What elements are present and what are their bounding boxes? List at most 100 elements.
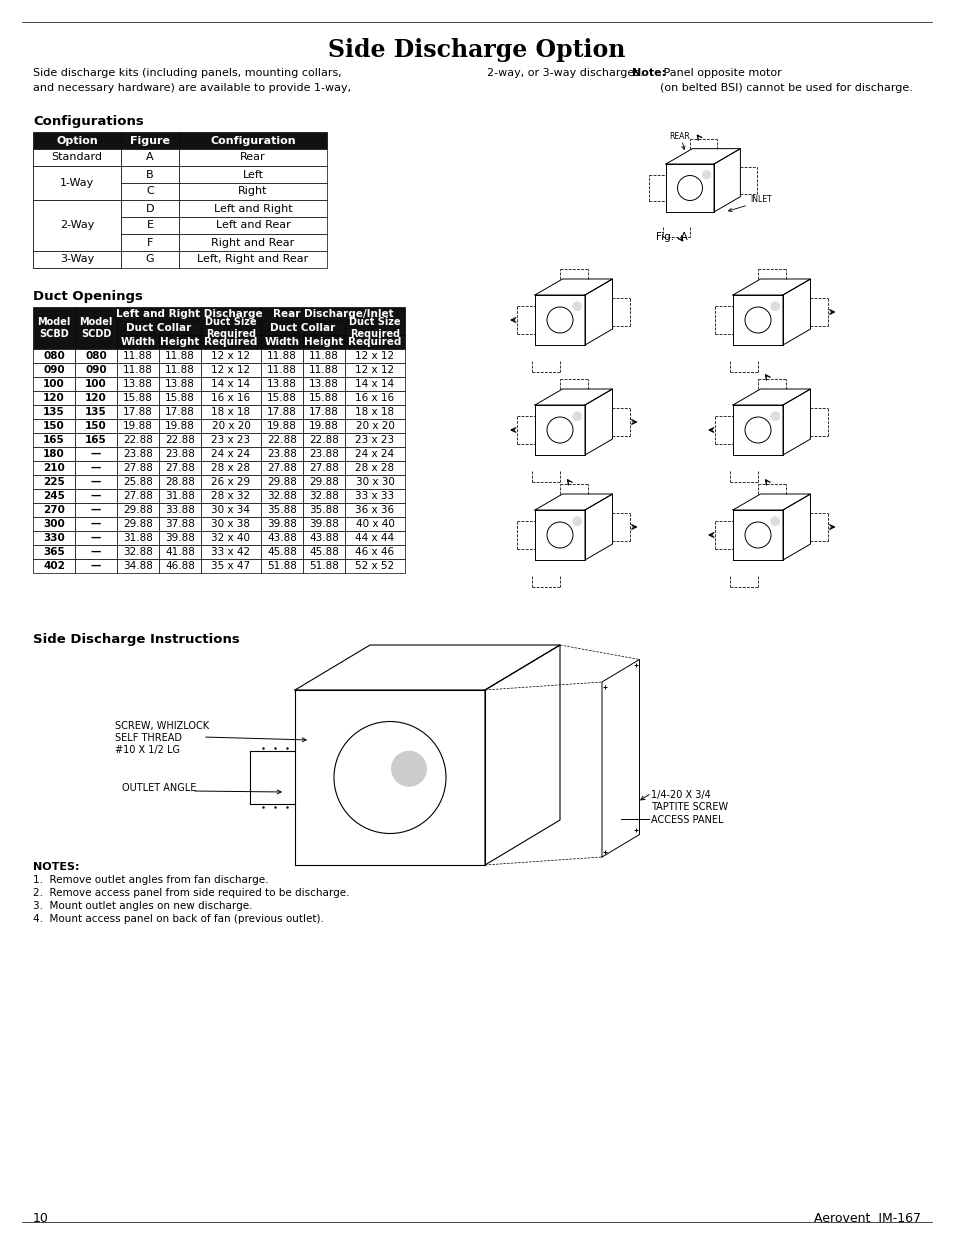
- Bar: [303, 531, 345, 545]
- Text: —: —: [91, 450, 101, 459]
- Text: 150: 150: [43, 421, 65, 431]
- Bar: [261, 377, 303, 391]
- Bar: [201, 391, 261, 405]
- Text: E: E: [147, 221, 153, 231]
- Text: 41.88: 41.88: [165, 547, 194, 557]
- Text: 30 x 34: 30 x 34: [212, 505, 251, 515]
- Text: 4.  Mount access panel on back of fan (previous outlet).: 4. Mount access panel on back of fan (pr…: [33, 914, 323, 924]
- Bar: [33, 132, 121, 149]
- Text: 15.88: 15.88: [309, 393, 338, 403]
- Text: 27.88: 27.88: [123, 463, 152, 473]
- Bar: [33, 183, 121, 200]
- Text: 28 x 28: 28 x 28: [212, 463, 251, 473]
- Bar: [117, 433, 159, 447]
- Text: 31.88: 31.88: [123, 534, 152, 543]
- Text: —: —: [91, 547, 101, 557]
- Bar: [117, 391, 159, 405]
- Text: D: D: [146, 204, 154, 214]
- Text: 33 x 42: 33 x 42: [212, 547, 251, 557]
- Bar: [33, 419, 75, 433]
- Text: 33.88: 33.88: [165, 505, 194, 515]
- Bar: [121, 217, 179, 233]
- Text: 37.88: 37.88: [165, 519, 194, 529]
- Bar: [345, 335, 405, 350]
- Text: 46.88: 46.88: [165, 561, 194, 571]
- Text: B: B: [146, 169, 153, 179]
- Bar: [345, 559, 405, 573]
- Bar: [117, 475, 159, 489]
- Text: Side discharge kits (including panels, mounting collars,
and necessary hardware): Side discharge kits (including panels, m…: [33, 68, 351, 93]
- Text: 51.88: 51.88: [267, 561, 296, 571]
- Bar: [75, 545, 117, 559]
- Circle shape: [572, 411, 581, 421]
- Bar: [303, 377, 345, 391]
- Text: Duct Openings: Duct Openings: [33, 290, 143, 303]
- Bar: [345, 321, 405, 335]
- Text: —: —: [91, 505, 101, 515]
- Bar: [201, 517, 261, 531]
- Bar: [201, 447, 261, 461]
- Text: 29.88: 29.88: [123, 519, 152, 529]
- Text: Right: Right: [238, 186, 268, 196]
- Text: 28 x 28: 28 x 28: [355, 463, 395, 473]
- Bar: [201, 350, 261, 363]
- Bar: [345, 517, 405, 531]
- Text: 39.88: 39.88: [309, 519, 338, 529]
- Bar: [33, 545, 75, 559]
- Text: Rear: Rear: [240, 152, 266, 163]
- Text: 23 x 23: 23 x 23: [355, 435, 395, 445]
- Bar: [159, 363, 201, 377]
- Bar: [303, 517, 345, 531]
- Text: Side Discharge Option: Side Discharge Option: [328, 38, 625, 62]
- Text: ACCESS PANEL: ACCESS PANEL: [651, 815, 723, 825]
- Bar: [75, 461, 117, 475]
- Bar: [159, 489, 201, 503]
- Bar: [117, 489, 159, 503]
- Text: Left, Right and Rear: Left, Right and Rear: [197, 254, 309, 264]
- Bar: [117, 559, 159, 573]
- Bar: [121, 165, 179, 183]
- Text: Duct Collar: Duct Collar: [126, 324, 192, 333]
- Text: 27.88: 27.88: [123, 492, 152, 501]
- Text: 24 x 24: 24 x 24: [355, 450, 395, 459]
- Text: 2-Way: 2-Way: [60, 221, 94, 231]
- Bar: [261, 517, 303, 531]
- Bar: [75, 350, 117, 363]
- Text: C: C: [146, 186, 153, 196]
- Text: Panel opposite motor
(on belted BSI) cannot be used for discharge.: Panel opposite motor (on belted BSI) can…: [659, 68, 912, 93]
- Text: 20 x 20: 20 x 20: [355, 421, 394, 431]
- Text: 20 x 20: 20 x 20: [212, 421, 251, 431]
- Bar: [303, 475, 345, 489]
- Bar: [75, 447, 117, 461]
- Text: 165: 165: [85, 435, 107, 445]
- Text: Right and Rear: Right and Rear: [212, 237, 294, 247]
- Text: 180: 180: [43, 450, 65, 459]
- Bar: [121, 251, 179, 268]
- Bar: [201, 503, 261, 517]
- Bar: [345, 531, 405, 545]
- Text: 11.88: 11.88: [309, 366, 338, 375]
- Bar: [33, 489, 75, 503]
- Bar: [75, 419, 117, 433]
- Bar: [33, 251, 121, 268]
- Text: —: —: [91, 492, 101, 501]
- Text: 22.88: 22.88: [267, 435, 296, 445]
- Text: 16 x 16: 16 x 16: [355, 393, 395, 403]
- Text: SCREW, WHIZLOCK
SELF THREAD
#10 X 1/2 LG: SCREW, WHIZLOCK SELF THREAD #10 X 1/2 LG: [115, 720, 209, 756]
- Bar: [261, 433, 303, 447]
- Text: 135: 135: [43, 408, 65, 417]
- Text: 23.88: 23.88: [309, 450, 338, 459]
- Text: 30 x 38: 30 x 38: [212, 519, 251, 529]
- Text: 1.  Remove outlet angles from fan discharge.: 1. Remove outlet angles from fan dischar…: [33, 876, 268, 885]
- Text: 11.88: 11.88: [309, 351, 338, 361]
- Bar: [33, 350, 75, 363]
- Text: 32.88: 32.88: [123, 547, 152, 557]
- Text: 165: 165: [43, 435, 65, 445]
- Bar: [75, 475, 117, 489]
- Text: 25.88: 25.88: [123, 477, 152, 487]
- Bar: [33, 308, 75, 350]
- Bar: [75, 405, 117, 419]
- Text: 245: 245: [43, 492, 65, 501]
- Bar: [303, 433, 345, 447]
- Text: 150: 150: [85, 421, 107, 431]
